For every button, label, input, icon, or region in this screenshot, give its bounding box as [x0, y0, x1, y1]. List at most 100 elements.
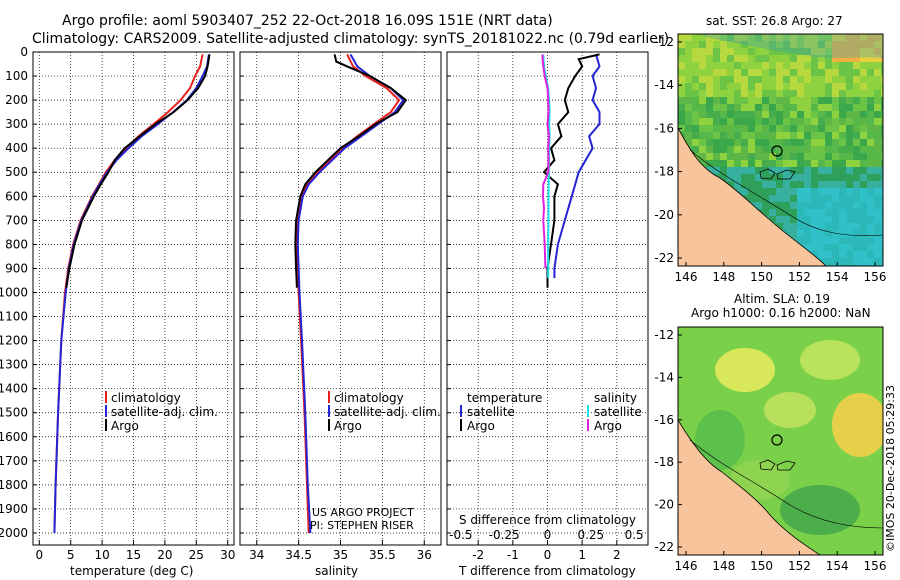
sst-pixel — [881, 125, 883, 132]
sst-pixel — [692, 41, 699, 48]
sst-pixel — [685, 118, 692, 125]
sst-pixel — [811, 146, 818, 153]
sst-pixel — [699, 55, 706, 62]
sst-pixel — [734, 76, 741, 83]
sst-pixel — [727, 167, 734, 174]
sst-pixel — [734, 62, 741, 69]
sst-pixel — [874, 258, 881, 265]
sst-pixel — [741, 111, 748, 118]
sst-pixel — [762, 76, 769, 83]
sst-pixel — [832, 160, 839, 167]
salinity-diff-tick-label: 0.25 — [577, 528, 604, 542]
sst-pixel — [825, 111, 832, 118]
sst-pixel — [699, 153, 706, 160]
sst-pixel — [846, 34, 853, 41]
sst-pixel — [769, 34, 776, 41]
sst-pixel — [839, 48, 846, 55]
difference-series — [541, 53, 601, 288]
sst-map-frame — [677, 33, 884, 267]
sla-blob — [715, 348, 775, 392]
sst-pixel — [762, 125, 769, 132]
series-line-argo — [65, 54, 211, 288]
sst-pixel — [790, 174, 797, 181]
sst-pixel — [804, 132, 811, 139]
depth-tick-label: 500 — [5, 165, 28, 179]
sst-pixel — [818, 230, 825, 237]
sst-pixel — [797, 167, 804, 174]
sst-pixel — [860, 83, 867, 90]
depth-tick-label: 1200 — [0, 334, 28, 348]
sst-pixel — [769, 181, 776, 188]
sst-pixel — [797, 146, 804, 153]
sst-pixel — [860, 97, 867, 104]
sst-pixel — [797, 160, 804, 167]
sla-argo-position — [771, 434, 783, 446]
sst-pixel — [832, 146, 839, 153]
sst-pixel — [790, 125, 797, 132]
sst-pixel — [748, 90, 755, 97]
sst-pixel — [720, 111, 727, 118]
sst-pixel — [727, 160, 734, 167]
sst-pixel — [755, 83, 762, 90]
sla-blob — [800, 340, 860, 380]
sst-pixel — [741, 76, 748, 83]
sst-pixel — [853, 251, 860, 258]
sst-pixel — [762, 188, 769, 195]
sst-pixel — [839, 216, 846, 223]
sst-pixel — [860, 111, 867, 118]
sst-pixel — [713, 118, 720, 125]
sst-pixel — [839, 62, 846, 69]
sst-pixel — [748, 55, 755, 62]
sst-pixel — [818, 139, 825, 146]
sst-pixel — [685, 83, 692, 90]
sst-pixel — [874, 244, 881, 251]
sst-pixel — [804, 237, 811, 244]
imos-credit: ©IMOS 20-Dec-2018 05:29:33 — [884, 385, 897, 552]
sst-pixel — [727, 146, 734, 153]
sst-pixel — [804, 244, 811, 251]
sst-pixel — [797, 104, 804, 111]
sst-pixel — [853, 104, 860, 111]
sst-pixel — [846, 216, 853, 223]
sst-pixel — [825, 216, 832, 223]
sst-pixel — [699, 41, 706, 48]
sst-pixel — [713, 139, 720, 146]
figure-title-line2: Climatology: CARS2009. Satellite-adjuste… — [32, 31, 669, 47]
sst-pixel — [811, 244, 818, 251]
legend-swatch-argo — [328, 419, 330, 431]
sst-pixel — [727, 97, 734, 104]
sst-pixel — [811, 153, 818, 160]
sst-pixel — [818, 216, 825, 223]
sst-pixel — [755, 160, 762, 167]
sst-pixel — [825, 41, 832, 48]
sst-pixel — [692, 132, 699, 139]
sst-pixel — [860, 209, 867, 216]
sst-pixel — [804, 230, 811, 237]
sst-pixel — [811, 69, 818, 76]
series-line-temperature-argo — [542, 53, 600, 288]
sst-pixel — [860, 223, 867, 230]
sst-pixel — [734, 181, 741, 188]
sst-pixel — [818, 202, 825, 209]
sst-pixel — [832, 167, 839, 174]
sst-pixel — [713, 83, 720, 90]
sst-pixel — [874, 153, 881, 160]
sst-pixel — [748, 139, 755, 146]
sst-pixel — [867, 167, 874, 174]
sst-pixel — [720, 153, 727, 160]
sst-pixel — [790, 160, 797, 167]
sst-pixel — [713, 111, 720, 118]
difference-panel: -2 -1 0 1 2 -0.5 -0.25 0 0.25 0.5 S difference f… — [446, 51, 649, 578]
sst-pixel — [825, 223, 832, 230]
sst-pixel — [874, 195, 881, 202]
sst-pixel — [734, 41, 741, 48]
sst-pixel — [741, 160, 748, 167]
sst-pixel — [797, 209, 804, 216]
sst-pixel — [839, 118, 846, 125]
sst-pixel — [748, 83, 755, 90]
sst-pixel — [783, 76, 790, 83]
sst-pixel — [706, 62, 713, 69]
sst-pixel — [804, 202, 811, 209]
sst-pixel — [797, 223, 804, 230]
sst-pixel — [720, 125, 727, 132]
